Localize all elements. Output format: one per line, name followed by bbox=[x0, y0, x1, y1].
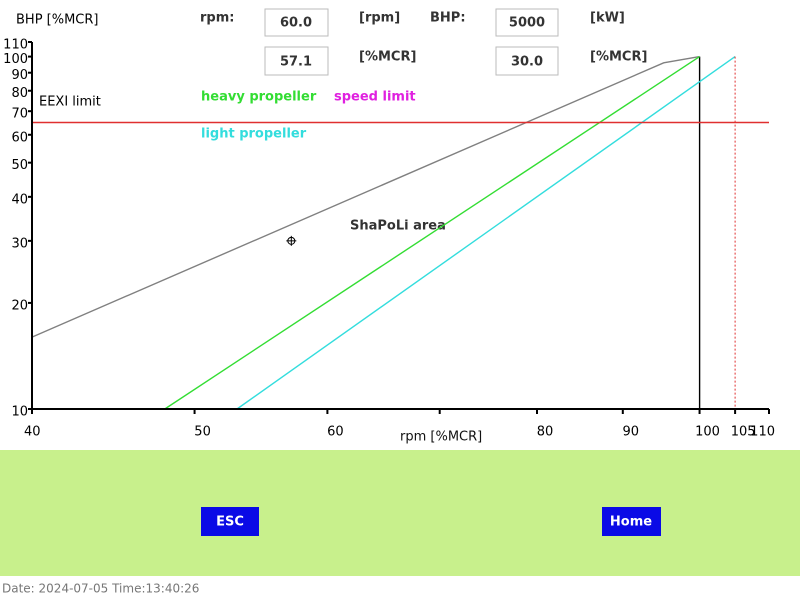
series-line bbox=[236, 56, 736, 410]
y-tick-label: 20 bbox=[11, 298, 28, 313]
plot: heavy propeller light propeller EEXI limit… bbox=[3, 38, 775, 440]
y-tick-label: 60 bbox=[11, 130, 28, 145]
rpm-value: 60.0 bbox=[280, 16, 312, 31]
home-label: Home bbox=[610, 515, 652, 530]
rpm-label: rpm: bbox=[200, 11, 234, 26]
rpm-pct-unit: [%MCR] bbox=[359, 50, 416, 65]
y-tick-label: 40 bbox=[11, 192, 28, 207]
bhp-pct-input[interactable] bbox=[495, 46, 559, 76]
bhp-label: BHP: bbox=[430, 11, 466, 26]
y-tick-label: 110 bbox=[3, 38, 28, 53]
rpm-input[interactable] bbox=[264, 8, 329, 37]
x-tick-label: 100 bbox=[695, 425, 720, 440]
y-axis-label: BHP [%MCR] bbox=[16, 13, 99, 28]
rpm-unit: [rpm] bbox=[359, 11, 400, 26]
legend-label: EEXI limit bbox=[39, 95, 101, 110]
rpm-pct-input[interactable] bbox=[264, 46, 329, 76]
x-tick-label: 60 bbox=[327, 425, 344, 440]
home-button[interactable] bbox=[602, 507, 661, 536]
bhp-pct-value: 30.0 bbox=[511, 55, 543, 70]
y-tick-label: 90 bbox=[11, 68, 28, 83]
series-line bbox=[164, 56, 700, 410]
legend-label: light propeller bbox=[201, 127, 307, 142]
y-tick-label: 30 bbox=[11, 236, 28, 251]
button-panel bbox=[0, 450, 800, 576]
bhp-value: 5000 bbox=[509, 16, 545, 31]
y-tick-label: 80 bbox=[11, 86, 28, 101]
y-tick-label: 70 bbox=[11, 107, 28, 122]
x-tick-label: 105 bbox=[731, 425, 756, 440]
esc-button[interactable] bbox=[201, 507, 259, 536]
bhp-unit: [kW] bbox=[590, 11, 625, 26]
bhp-pct-unit: [%MCR] bbox=[590, 50, 647, 65]
series-line bbox=[31, 55, 700, 338]
esc-label: ESC bbox=[216, 515, 244, 530]
footer: Date: 2024-07-05 Time:13:40:26 bbox=[2, 582, 199, 596]
annotation: ShaPoLi area bbox=[350, 219, 446, 234]
legend-label: heavy propeller bbox=[201, 90, 317, 105]
x-tick-label: 50 bbox=[194, 425, 211, 440]
y-tick-label: 10 bbox=[11, 405, 28, 420]
operating-point bbox=[286, 235, 297, 246]
bhp-input[interactable] bbox=[495, 8, 559, 37]
rpm-pct-value: 57.1 bbox=[280, 55, 312, 70]
x-tick-label: 90 bbox=[623, 425, 640, 440]
x-tick-label: 110 bbox=[750, 425, 775, 440]
x-tick-label: 40 bbox=[24, 425, 41, 440]
y-tick-label: 100 bbox=[3, 52, 28, 67]
x-tick-label: 80 bbox=[537, 425, 554, 440]
legend-label: speed limit bbox=[334, 90, 416, 105]
y-tick-label: 50 bbox=[11, 158, 28, 173]
x-axis-label: rpm [%MCR] bbox=[400, 430, 482, 445]
